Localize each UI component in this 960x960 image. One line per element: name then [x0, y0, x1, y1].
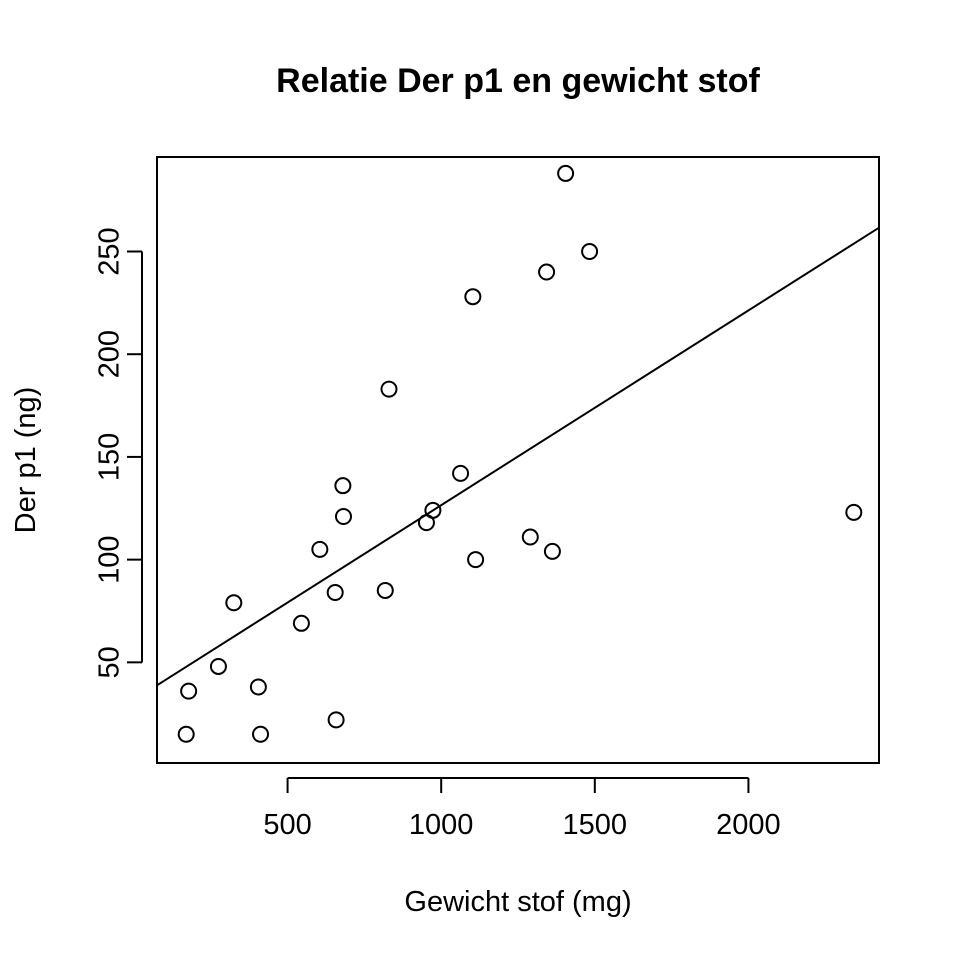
data-point-1-23 [557, 164, 575, 182]
regression-layer [156, 226, 880, 687]
data-point-1-2 [180, 682, 198, 700]
data-point-1-19 [467, 551, 485, 569]
data-point-1-3 [209, 657, 227, 675]
chart-title: Relatie Der p1 en gewicht stof [276, 62, 760, 100]
data-point-1-8 [311, 540, 329, 558]
data-point-1-14 [380, 380, 398, 398]
data-point-1-5 [249, 678, 267, 696]
data-point-1-18 [464, 288, 482, 306]
regression-line [156, 226, 880, 687]
x-axis: 500 1000 1500 2000 [263, 777, 781, 841]
data-point-1-17 [452, 464, 470, 482]
data-point-1-1 [177, 725, 195, 743]
x-tick-label: 2000 [716, 809, 781, 841]
x-axis-label: Gewicht stof (mg) [404, 886, 631, 918]
plot-frame [156, 156, 880, 764]
y-axis: 50 100 150 200 250 [94, 227, 143, 678]
y-tick-label: 150 [94, 433, 126, 481]
data-point-1-21 [538, 263, 556, 281]
y-tick-label: 100 [94, 535, 126, 583]
y-tick-label: 200 [94, 330, 126, 378]
y-axis-label: Der p1 (ng) [10, 387, 42, 534]
data-point-1-20 [521, 528, 539, 546]
data-point-1-16 [424, 501, 442, 519]
y-tick-label: 250 [94, 227, 126, 275]
x-tick-label: 1000 [409, 809, 474, 841]
x-tick-label: 500 [263, 809, 311, 841]
data-point-1-7 [292, 614, 310, 632]
data-point-1-6 [252, 725, 270, 743]
data-point-1-4 [225, 594, 243, 612]
points-layer [177, 164, 863, 743]
data-point-1-25 [845, 503, 863, 521]
data-point-1-11 [334, 477, 352, 495]
data-point-1-10 [327, 711, 345, 729]
data-point-1-24 [581, 242, 599, 260]
data-point-1-9 [326, 583, 344, 601]
data-point-1-22 [543, 542, 561, 560]
x-tick-label: 1500 [563, 809, 628, 841]
y-tick-label: 50 [94, 646, 126, 678]
data-point-1-12 [334, 507, 352, 525]
data-point-1-13 [376, 581, 394, 599]
